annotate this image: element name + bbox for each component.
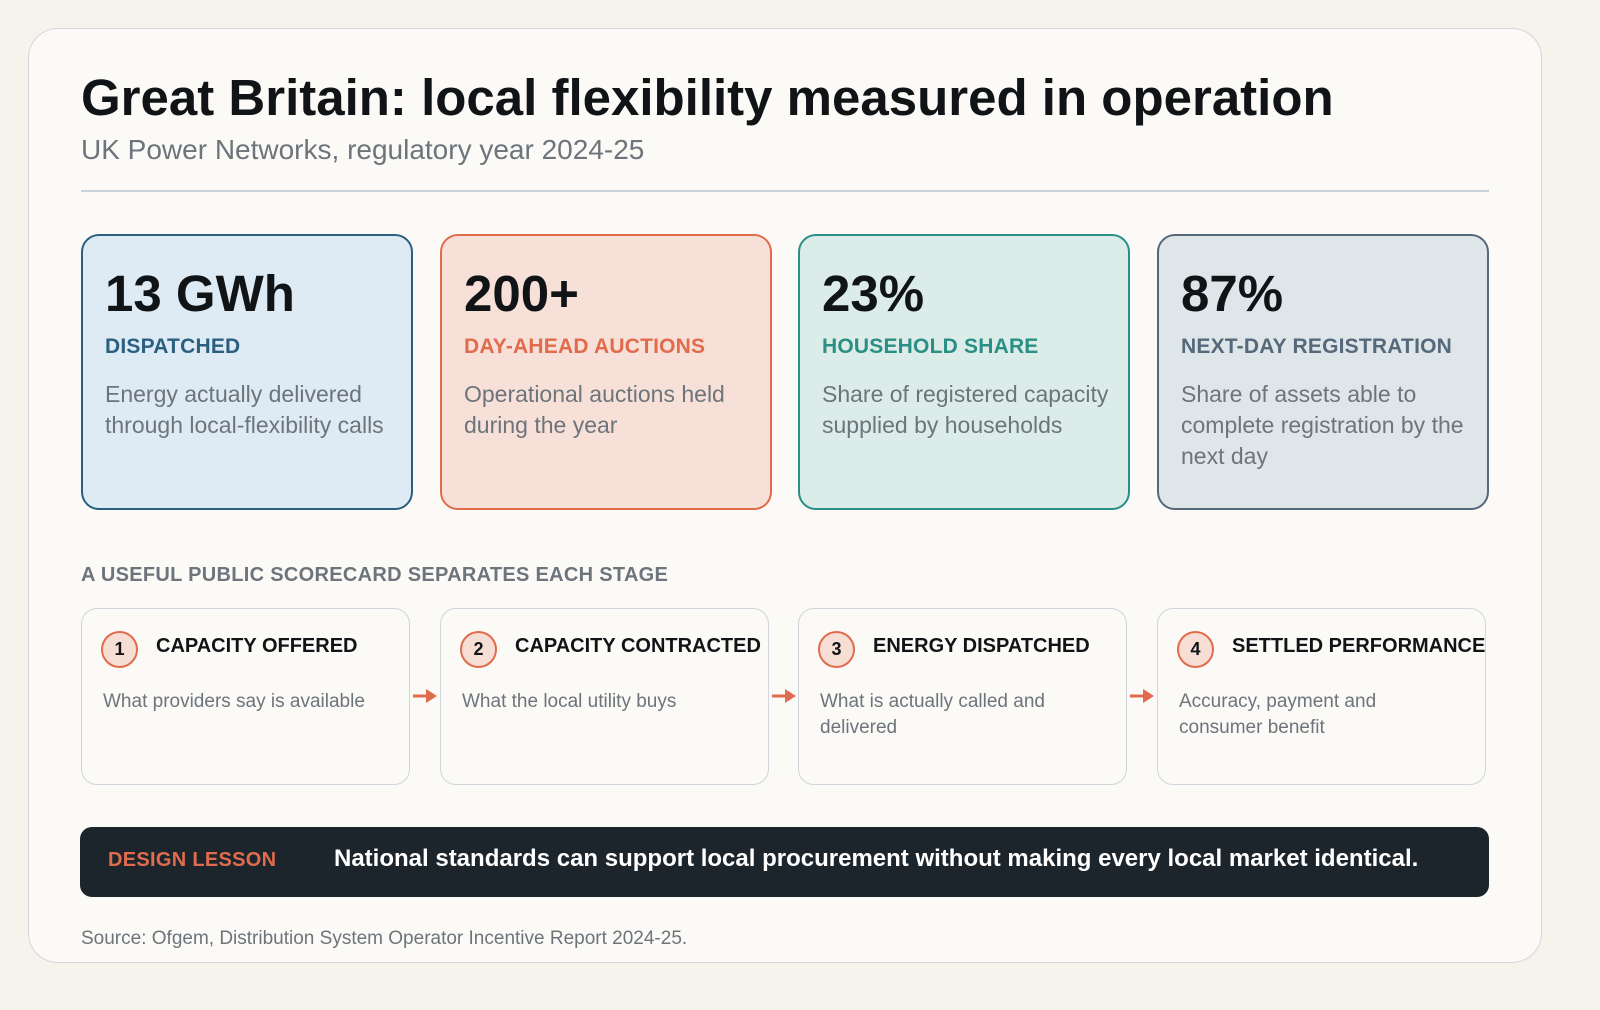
kpi-card-next-day-registration: 87% NEXT-DAY REGISTRATION Share of asset… xyxy=(1157,234,1489,510)
scorecard-heading: A USEFUL PUBLIC SCORECARD SEPARATES EACH… xyxy=(81,564,669,586)
banner-message: National standards can support local pro… xyxy=(334,845,1419,872)
banner-tag: DESIGN LESSON xyxy=(108,849,277,871)
stage-description: What is actually called and delivered xyxy=(820,691,1045,738)
arrow-right-icon xyxy=(772,689,796,703)
stage-number-badge: 1 xyxy=(101,631,138,668)
stage-card-capacity-offered: 1 CAPACITY OFFERED What providers say is… xyxy=(81,608,410,785)
kpi-label: DISPATCHED xyxy=(105,335,241,358)
kpi-description: Energy actually delivered through local-… xyxy=(105,381,384,438)
stage-card-energy-dispatched: 3 ENERGY DISPATCHED What is actually cal… xyxy=(798,608,1127,785)
kpi-label: NEXT-DAY REGISTRATION xyxy=(1181,335,1453,358)
stage-title: CAPACITY OFFERED xyxy=(156,635,358,657)
stage-description: What the local utility buys xyxy=(462,691,677,712)
stage-title: CAPACITY CONTRACTED xyxy=(515,635,761,657)
kpi-value: 23% xyxy=(822,265,925,322)
kpi-value: 200+ xyxy=(464,265,579,322)
stage-description: What providers say is available xyxy=(103,691,365,712)
arrow-right-icon xyxy=(413,689,437,703)
kpi-description: Operational auctions held during the yea… xyxy=(464,381,725,438)
kpi-description: Share of assets able to complete registr… xyxy=(1181,381,1464,469)
kpi-value: 13 GWh xyxy=(105,265,295,322)
stage-title: SETTLED PERFORMANCE xyxy=(1232,635,1486,657)
kpi-card-dispatched: 13 GWh DISPATCHED Energy actually delive… xyxy=(81,234,413,510)
kpi-label: DAY-AHEAD AUCTIONS xyxy=(464,335,706,358)
kpi-card-day-ahead-auctions: 200+ DAY-AHEAD AUCTIONS Operational auct… xyxy=(440,234,772,510)
stage-title: ENERGY DISPATCHED xyxy=(873,635,1090,657)
kpi-label: HOUSEHOLD SHARE xyxy=(822,335,1039,358)
stage-number-badge: 2 xyxy=(460,631,497,668)
stage-number-badge: 3 xyxy=(818,631,855,668)
source-note: Source: Ofgem, Distribution System Opera… xyxy=(81,928,688,949)
stage-description: Accuracy, payment and consumer benefit xyxy=(1179,691,1377,738)
stage-number-badge: 4 xyxy=(1177,631,1214,668)
stage-card-capacity-contracted: 2 CAPACITY CONTRACTED What the local uti… xyxy=(440,608,769,785)
kpi-description: Share of registered capacity supplied by… xyxy=(822,381,1109,438)
stage-card-settled-performance: 4 SETTLED PERFORMANCE Accuracy, payment … xyxy=(1157,608,1486,785)
page-title: Great Britain: local flexibility measure… xyxy=(81,69,1334,126)
kpi-card-household-share: 23% HOUSEHOLD SHARE Share of registered … xyxy=(798,234,1130,510)
page-subtitle: UK Power Networks, regulatory year 2024-… xyxy=(81,134,645,165)
kpi-value: 87% xyxy=(1181,265,1284,322)
arrow-right-icon xyxy=(1130,689,1154,703)
design-lesson-banner: DESIGN LESSON National standards can sup… xyxy=(80,827,1489,897)
header-divider xyxy=(81,190,1489,192)
